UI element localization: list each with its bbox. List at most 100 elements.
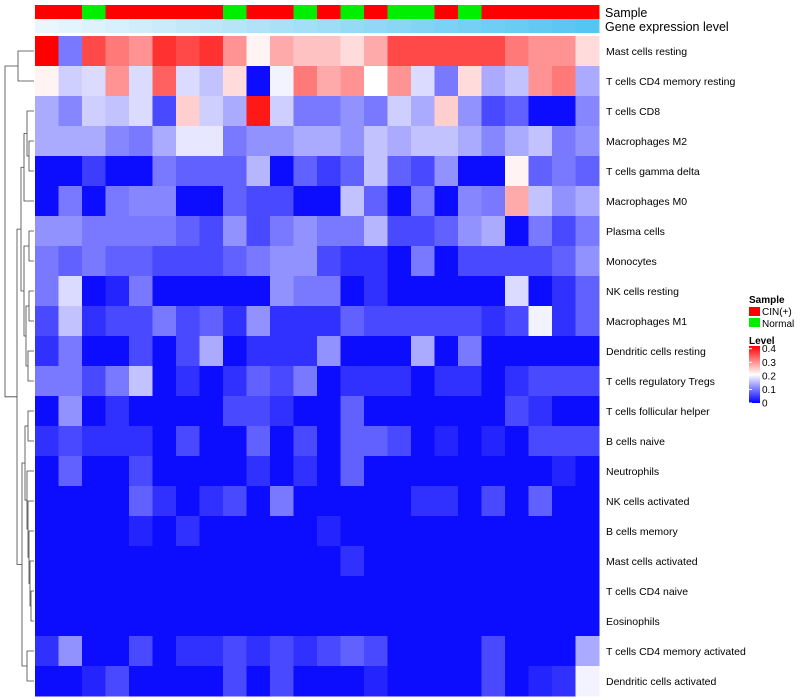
heatmap-cell [129, 186, 153, 217]
row-labels: Mast cells resting T cells CD4 memory res… [606, 46, 746, 688]
heatmap-cell [434, 516, 459, 547]
heatmap-cell [58, 216, 83, 247]
heatmap-cell [246, 546, 271, 577]
heatmap-cell [387, 36, 412, 67]
heatmap-cell [528, 666, 553, 697]
expression-annotation-cell [505, 19, 529, 33]
expression-annotation-cell [82, 19, 106, 33]
legend: Sample CIN(+) Normal Level 0.4 0.3 0.2 0.1 0 [749, 295, 794, 410]
heatmap-cell [552, 456, 576, 487]
heatmap-cell [387, 486, 412, 517]
heatmap-cell [481, 516, 506, 547]
heatmap-cell [317, 366, 341, 397]
heatmap-cell [129, 36, 153, 67]
heatmap-cell [246, 666, 271, 697]
heatmap-cell [82, 156, 106, 187]
expression-annotation-cell [223, 19, 247, 33]
heatmap-cell [317, 636, 341, 667]
heatmap-cell [575, 576, 600, 607]
heatmap-cell [317, 36, 341, 67]
row-label: T cells regulatory Tregs [606, 376, 715, 388]
heatmap-cell [270, 336, 294, 367]
heatmap-cell [481, 156, 506, 187]
heatmap-cell [58, 186, 83, 217]
heatmap-cell [223, 606, 247, 637]
heatmap-cell [340, 636, 365, 667]
heatmap-cell [35, 36, 59, 67]
expression-annotation-cell [340, 19, 365, 33]
heatmap-cell [552, 336, 576, 367]
heatmap-cell [481, 426, 506, 457]
heatmap-cell [505, 66, 529, 97]
heatmap-cell [364, 666, 388, 697]
heatmap-cell [270, 126, 294, 157]
sample-annotation-cell [129, 5, 153, 19]
heatmap-cell [176, 36, 200, 67]
heatmap-cell [176, 546, 200, 577]
heatmap-cell [246, 516, 271, 547]
heatmap-cell [340, 126, 365, 157]
heatmap-cell [176, 186, 200, 217]
heatmap-cell [105, 486, 130, 517]
heatmap-cell [505, 246, 529, 277]
heatmap-cell [199, 636, 224, 667]
row-label: Neutrophils [606, 466, 659, 478]
heatmap-cell [270, 546, 294, 577]
heatmap-cell [575, 396, 600, 427]
heatmap-cell [364, 456, 388, 487]
heatmap-cell [528, 396, 553, 427]
heatmap-cell [105, 276, 130, 307]
row-label: Monocytes [606, 256, 657, 268]
heatmap-cell [387, 66, 412, 97]
heatmap-cell [340, 36, 365, 67]
heatmap-cell [35, 426, 59, 457]
heatmap-cell [458, 666, 482, 697]
heatmap-cell [481, 576, 506, 607]
heatmap-cell [58, 396, 83, 427]
heatmap-cell [246, 456, 271, 487]
heatmap-cell [552, 66, 576, 97]
heatmap-cell [176, 216, 200, 247]
heatmap-cell [35, 456, 59, 487]
heatmap-cell [434, 246, 459, 277]
heatmap-cell [575, 336, 600, 367]
heatmap-cell [552, 276, 576, 307]
heatmap-cell [481, 36, 506, 67]
heatmap-cell [340, 666, 365, 697]
heatmap-cell [340, 96, 365, 127]
heatmap-cell [481, 636, 506, 667]
expression-annotation-cell [411, 19, 435, 33]
heatmap-cell [270, 276, 294, 307]
heatmap-cell [528, 336, 553, 367]
heatmap-cell [528, 426, 553, 457]
heatmap-cell [58, 576, 83, 607]
heatmap-cell [387, 126, 412, 157]
heatmap-cell [364, 66, 388, 97]
heatmap-cell [246, 246, 271, 277]
heatmap-cell [528, 606, 553, 637]
expression-annotation-cell [552, 19, 576, 33]
row-label: T cells CD4 naive [606, 586, 688, 598]
heatmap-cell [575, 636, 600, 667]
heatmap-cell [176, 456, 200, 487]
heatmap-cell [105, 456, 130, 487]
heatmap-cell [176, 336, 200, 367]
heatmap-cell [387, 396, 412, 427]
heatmap-cell [293, 426, 318, 457]
heatmap-cell [552, 186, 576, 217]
heatmap-cell [458, 546, 482, 577]
heatmap-cell [528, 636, 553, 667]
heatmap-cell [552, 96, 576, 127]
heatmap-cell [317, 456, 341, 487]
heatmap-cell [434, 336, 459, 367]
heatmap-cell [58, 306, 83, 337]
heatmap-cell [35, 336, 59, 367]
row-label: NK cells resting [606, 286, 679, 298]
heatmap-cell [552, 636, 576, 667]
annotation-label-sample: Sample [605, 6, 647, 20]
heatmap-cell [575, 306, 600, 337]
legend-sample-title: Sample [749, 295, 785, 306]
heatmap-cell [552, 246, 576, 277]
heatmap-cell [317, 276, 341, 307]
heatmap-cell [434, 666, 459, 697]
